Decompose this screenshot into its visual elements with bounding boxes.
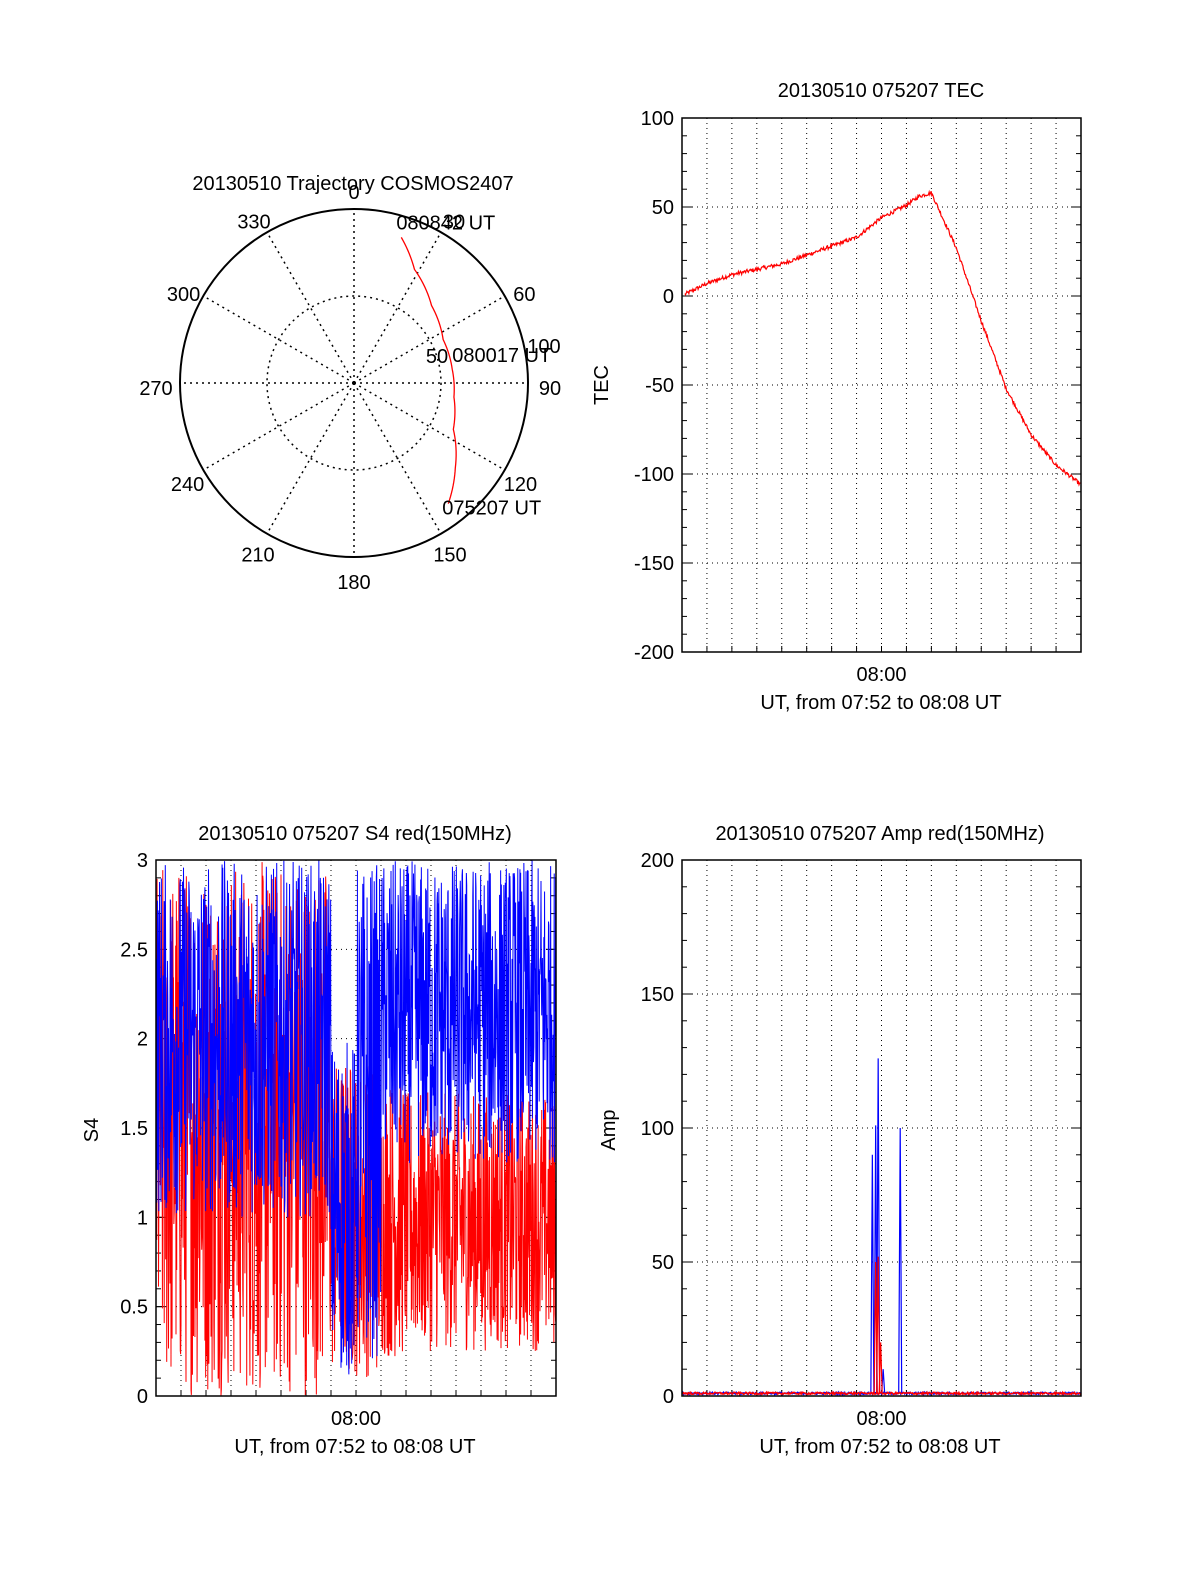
s4-ytick-label: 0: [137, 1386, 148, 1408]
tec-ytick-label: 0: [663, 286, 674, 308]
polar-azimuth-label: 150: [433, 544, 466, 566]
s4-chart: 20130510 075207 S4 red(150MHz) S4 UT, fr…: [81, 823, 557, 1458]
polar-annotation: 080842 UT: [396, 212, 495, 234]
s4-title: 20130510 075207 S4 red(150MHz): [198, 823, 512, 845]
amp-spike: [876, 1256, 881, 1394]
amp-chart: 20130510 075207 Amp red(150MHz) Amp UT, …: [598, 823, 1082, 1458]
s4-ytick-label: 2.5: [120, 939, 148, 961]
polar-spoke: [266, 382, 355, 535]
tec-ytick-label: -100: [634, 464, 674, 486]
polar-azimuth-label: 120: [504, 474, 537, 496]
amp-series-baseline: [681, 1390, 1082, 1397]
polar-radius-label: 100: [527, 336, 560, 358]
polar-azimuth-labels: 0 30 60 90 120 150 180 210 240 270 300 330: [139, 182, 561, 594]
polar-spoke: [202, 295, 355, 384]
s4-xlabel: UT, from 07:52 to 08:08 UT: [234, 1436, 475, 1458]
s4-ytick-label: 2: [137, 1029, 148, 1051]
s4-xtick-label: 08:00: [331, 1408, 381, 1430]
polar-inner-ring: [266, 295, 442, 471]
polar-azimuth-label: 240: [171, 474, 204, 496]
polar-azimuth-label: 0: [348, 182, 359, 204]
polar-annotations: 080842 UT 080017 UT 075207 UT: [396, 212, 551, 519]
amp-ytick-label: 150: [641, 984, 674, 1006]
amp-ytick-label: 50: [652, 1252, 674, 1274]
s4-ylabel: S4: [81, 1118, 103, 1142]
polar-radius-label: 50: [426, 346, 448, 368]
polar-azimuth-label: 90: [539, 378, 561, 400]
s4-frame: [155, 859, 557, 1397]
tec-ytick-label: -200: [634, 642, 674, 664]
polar-spoke: [353, 382, 506, 471]
amp-spike: [878, 1342, 883, 1394]
polar-title: 20130510 Trajectory COSMOS2407: [192, 173, 513, 195]
amp-spike: [876, 1058, 881, 1394]
tec-ytick-label: 50: [652, 197, 674, 219]
amp-title: 20130510 075207 Amp red(150MHz): [715, 823, 1044, 845]
amp-xlabel: UT, from 07:52 to 08:08 UT: [759, 1436, 1000, 1458]
tec-ylabel: TEC: [591, 365, 613, 405]
polar-trajectory: [400, 237, 457, 504]
s4-ytick-label: 3: [137, 850, 148, 872]
polar-spoke: [353, 382, 442, 535]
tec-title: 20130510 075207 TEC: [778, 80, 984, 102]
tec-xlabel: UT, from 07:52 to 08:08 UT: [760, 692, 1001, 714]
polar-trajectory-line: [400, 237, 457, 504]
polar-azimuth-label: 300: [167, 284, 200, 306]
amp-spike: [898, 1127, 903, 1394]
tec-ytick-label: 100: [641, 108, 674, 130]
tec-ytick-label: -150: [634, 553, 674, 575]
s4-ytick-label: 1: [137, 1207, 148, 1229]
amp-spike: [870, 1154, 875, 1394]
s4-series-line: [156, 860, 556, 1375]
s4-ytick-label: 1.5: [120, 1118, 148, 1140]
amp-ylabel: Amp: [598, 1109, 620, 1150]
polar-azimuth-label: 270: [139, 378, 172, 400]
amp-frame: [681, 859, 1082, 1397]
polar-outer-ring: [179, 208, 529, 558]
tec-plot-area: 100 50 0 -50 -100 -150 -200 08:00: [634, 108, 1082, 686]
s4-ytick-label: 0.5: [120, 1297, 148, 1319]
tec-xtick-label: 08:00: [856, 664, 906, 686]
s4-plot-area: 3 2.5 2 1.5 1 0.5 0 08:00: [120, 850, 557, 1430]
polar-azimuth-label: 30: [443, 212, 465, 234]
polar-azimuth-label: 330: [237, 212, 270, 234]
polar-azimuth-label: 180: [337, 572, 370, 594]
tec-chart: 20130510 075207 TEC TEC UT, from 07:52 t…: [591, 80, 1082, 714]
polar-spoke: [353, 295, 506, 384]
amp-xtick-label: 08:00: [856, 1408, 906, 1430]
polar-azimuth-label: 60: [513, 284, 535, 306]
s4-series-line: [156, 862, 556, 1396]
polar-radius-labels: 50 100: [426, 336, 561, 368]
amp-ytick-label: 0: [663, 1386, 674, 1408]
tec-series-line: [684, 189, 1082, 487]
polar-spoke: [266, 231, 355, 384]
polar-grid: [179, 208, 529, 558]
polar-trajectory-chart: 20130510 Trajectory COSMOS2407 0 30 60 90 12…: [139, 173, 561, 594]
polar-azimuth-label: 210: [241, 544, 274, 566]
amp-plot-area: 200 150 100 50 0 08:00: [641, 850, 1082, 1430]
polar-annotation: 075207 UT: [442, 498, 541, 520]
tec-ytick-label: -50: [645, 375, 674, 397]
amp-ytick-label: 100: [641, 1118, 674, 1140]
polar-spoke: [353, 231, 442, 384]
tec-frame: [681, 117, 1082, 653]
polar-spoke: [202, 382, 355, 471]
polar-annotation: 080017 UT: [452, 345, 551, 367]
amp-ytick-label: 200: [641, 850, 674, 872]
